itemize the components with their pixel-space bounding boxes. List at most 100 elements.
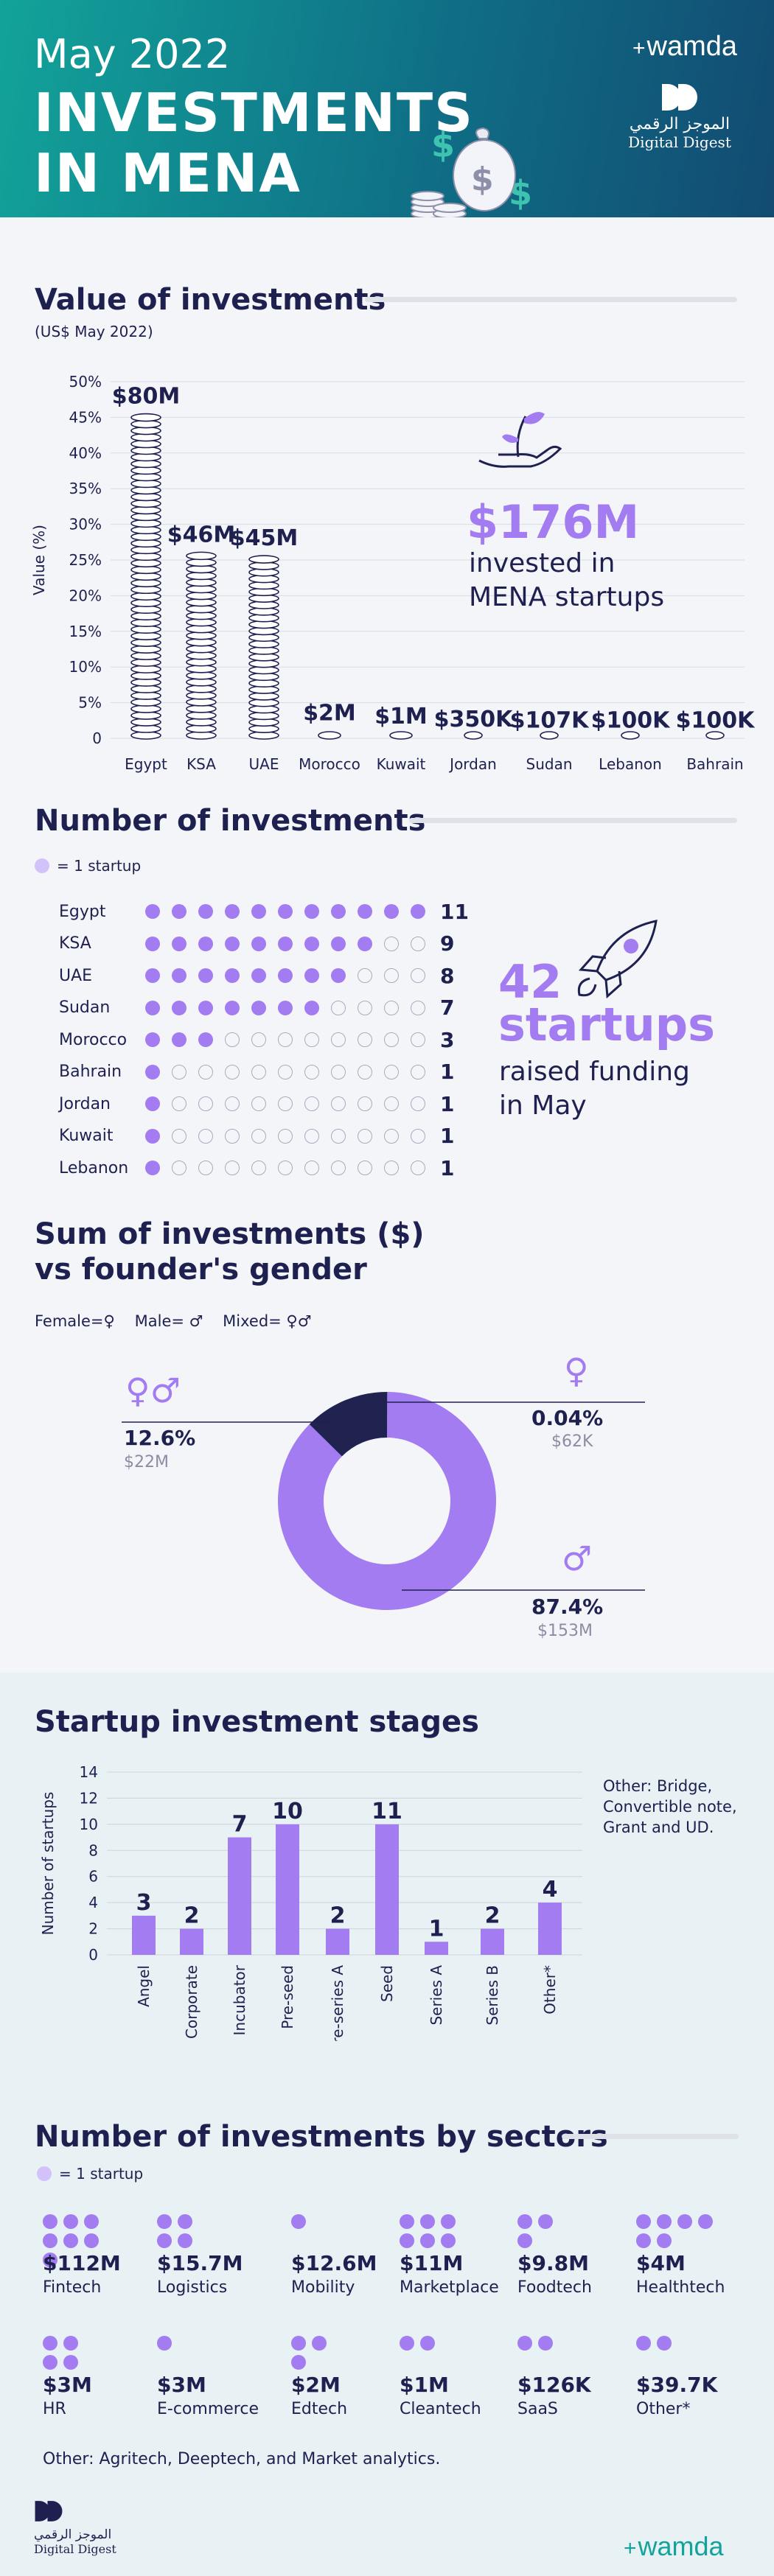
value-bar-bahrain	[705, 731, 725, 740]
stages-x-tick-label: Angel	[135, 1965, 153, 2007]
startups-total-word: startups	[498, 998, 716, 1051]
value-x-tick-label: Lebanon	[599, 755, 662, 773]
startup-dot-icon	[420, 2336, 435, 2351]
stages-y-tick-label: 2	[88, 1920, 98, 1938]
stages-bar-corporate	[180, 1928, 203, 1955]
empty-dot-icon	[384, 1000, 399, 1015]
filled-dot-icon	[172, 936, 186, 951]
count-legend-text: = 1 startup	[57, 857, 142, 875]
value-bar-label: $80M	[112, 384, 180, 410]
male-gender-pct: 87.4%	[531, 1595, 604, 1619]
stages-bar-series-a	[425, 1942, 448, 1955]
count-row-sudan: Sudan 7	[59, 995, 454, 1020]
filled-dot-icon	[145, 1096, 160, 1111]
startup-dot-icon	[420, 2214, 435, 2229]
count-row-value: 1	[440, 1124, 455, 1148]
startup-dot-icon	[538, 2336, 553, 2351]
lower-section-background	[0, 1673, 774, 2576]
sector-dots	[400, 2336, 441, 2373]
empty-dot-icon	[331, 1000, 346, 1015]
sector-hr: $3M HR	[43, 2336, 153, 2418]
sector-dots	[157, 2336, 178, 2373]
money-bag-coins-icon: $ $ $	[411, 125, 532, 217]
filled-dot-icon	[145, 1064, 160, 1079]
gender-donut-chart	[122, 1392, 645, 1610]
value-bar-uae	[248, 555, 279, 740]
startup-dot-icon	[291, 2336, 306, 2351]
sector-saas: $126K SaaS	[517, 2336, 628, 2418]
count-row-value: 1	[440, 1060, 455, 1084]
value-y-tick-label: 30%	[69, 516, 102, 533]
stages-x-tick-label: Other*	[541, 1965, 559, 2015]
empty-dot-icon	[225, 1064, 240, 1079]
stages-bar-other	[538, 1903, 562, 1955]
startup-dot-icon	[178, 2233, 192, 2248]
value-bar-kuwait	[389, 731, 413, 740]
empty-dot-icon	[172, 1128, 186, 1144]
startup-dot-icon	[43, 2233, 57, 2248]
empty-dot-icon	[198, 1096, 213, 1111]
count-row-lebanon: Lebanon 1	[59, 1156, 454, 1180]
sector-name: Cleantech	[400, 2400, 481, 2418]
sector-dots	[157, 2214, 198, 2251]
count-row-egypt: Egypt 11	[59, 899, 469, 924]
count-row-value: 1	[440, 1091, 455, 1116]
startup-dot-icon	[43, 2355, 57, 2370]
empty-dot-icon	[198, 1128, 213, 1144]
empty-dot-icon	[304, 1064, 319, 1079]
count-row-value: 11	[440, 899, 469, 924]
value-y-tick-label: 45%	[69, 408, 102, 426]
value-bar-sudan	[540, 731, 559, 740]
empty-dot-icon	[225, 1032, 240, 1047]
filled-dot-icon	[251, 904, 266, 919]
empty-dot-icon	[278, 1161, 293, 1175]
stages-bar-label: 2	[485, 1903, 501, 1929]
value-bar-label: $45M	[230, 525, 298, 551]
stages-x-tick-label: Series A	[428, 1965, 445, 2026]
startup-dot-icon	[698, 2214, 713, 2229]
female-gender-pct: 0.04%	[531, 1406, 604, 1430]
empty-dot-icon	[411, 1128, 425, 1144]
startup-dot-icon	[400, 2336, 414, 2351]
mixed-gender-pct: 12.6%	[124, 1426, 196, 1450]
empty-dot-icon	[384, 1128, 399, 1144]
startup-dot-icon	[291, 2355, 306, 2370]
filled-dot-icon	[331, 968, 346, 983]
startup-dot-icon	[63, 2336, 78, 2351]
footer-digital-digest-logo: الموجز الرقمي Digital Digest	[34, 2499, 137, 2556]
filled-dot-icon	[304, 1000, 319, 1015]
stages-y-tick-label: 4	[88, 1894, 98, 1911]
coin	[464, 731, 483, 740]
empty-dot-icon	[304, 1128, 319, 1144]
stages-y-tick-label: 12	[80, 1789, 98, 1807]
count-row-country: UAE	[59, 966, 93, 985]
value-y-tick-label: 20%	[69, 587, 102, 604]
sector-amount: $126K	[517, 2373, 591, 2397]
value-total-text-line2: MENA startups	[469, 582, 665, 612]
startups-total-text-line1: raised funding	[499, 1057, 690, 1087]
empty-dot-icon	[358, 968, 372, 983]
filled-dot-icon	[198, 1000, 213, 1015]
gender-section-title-line2: vs founder's gender	[35, 1253, 367, 1287]
empty-dot-icon	[411, 936, 425, 951]
sectors-legend-text: = 1 startup	[59, 2165, 144, 2183]
sector-name: Edtech	[291, 2400, 348, 2418]
value-bar-label: $100K	[591, 707, 671, 733]
count-row-country: Egypt	[59, 902, 106, 921]
startup-dot-icon	[312, 2336, 327, 2351]
empty-dot-icon	[384, 1096, 399, 1111]
startup-dot-icon	[84, 2233, 99, 2248]
count-row-value: 9	[440, 931, 455, 956]
empty-dot-icon	[198, 1161, 213, 1175]
filled-dot-icon	[198, 1032, 213, 1047]
filled-dot-icon	[225, 904, 240, 919]
value-bar-label: $107K	[510, 707, 590, 733]
sector-name: Marketplace	[400, 2278, 499, 2297]
stages-bar-label: 10	[272, 1799, 303, 1824]
empty-dot-icon	[198, 1064, 213, 1079]
count-row-country: Sudan	[59, 998, 111, 1017]
value-bar-label: $100K	[676, 707, 756, 733]
startup-dot-icon	[178, 2214, 192, 2229]
count-section-title: Number of investments	[35, 804, 426, 838]
value-section-title: Value of investments	[35, 283, 386, 317]
